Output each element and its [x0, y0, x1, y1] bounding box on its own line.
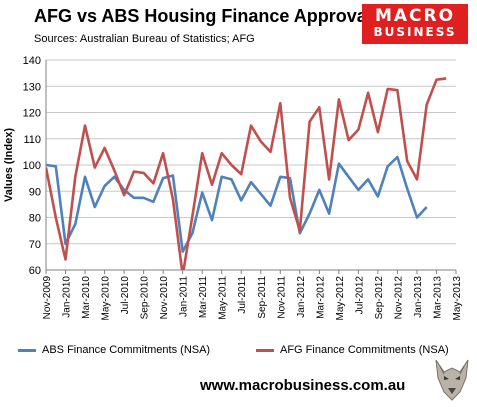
macrobusiness-logo: MACRO BUSINESS [362, 4, 468, 44]
axes [45, 60, 457, 274]
legend-label-abs: ABS Finance Commitments (NSA) [42, 344, 211, 356]
y-tick-label: 60 [29, 265, 41, 277]
x-tick-label: Mar-2013 [432, 276, 443, 319]
x-tick-label: Nov-2009 [42, 276, 53, 320]
x-tick-label: Nov-2011 [276, 276, 287, 319]
x-tick-label: Nov-2012 [393, 276, 404, 320]
x-tick-label: Sep-2011 [257, 276, 268, 319]
legend-swatch-afg [256, 348, 274, 352]
legend-item-abs: ABS Finance Commitments (NSA) [18, 344, 210, 356]
x-tick-label: Jul-2011 [237, 276, 248, 314]
x-tick-label: Mar-2010 [81, 276, 92, 319]
x-tick-label: Jul-2012 [354, 276, 365, 315]
afg-series-line [46, 77, 447, 270]
chart-subtitle: Sources: Australian Bureau of Statistics… [34, 33, 255, 45]
x-tick-label: Jan-2012 [296, 276, 307, 318]
y-tick-label: 80 [29, 213, 41, 225]
x-tick-label: Jul-2010 [120, 276, 131, 315]
x-tick-label: Jan-2013 [413, 276, 424, 318]
legend-label-afg: AFG Finance Commitments (NSA) [280, 344, 449, 356]
y-tick-label: 100 [23, 160, 41, 172]
x-tick-label: May-2012 [335, 276, 346, 321]
footer-url: www.macrobusiness.com.au [200, 377, 406, 394]
y-tick-label: 70 [29, 239, 41, 251]
x-tick-label: Sep-2010 [140, 276, 151, 320]
logo-line-1: MACRO [374, 6, 456, 26]
y-tick-label: 120 [23, 108, 41, 120]
y-tick-label: 140 [23, 55, 41, 67]
x-tick-label: May-2011 [218, 276, 229, 320]
y-axis-label: Values (Index) [3, 128, 15, 202]
gridlines [46, 59, 456, 271]
legend-swatch-abs [18, 348, 36, 352]
x-tick-label: Jan-2010 [62, 276, 73, 318]
chart-legend: ABS Finance Commitments (NSA) AFG Financ… [18, 344, 468, 360]
y-axis-tick-labels: 60 70 80 90 100 110 120 130 140 [23, 55, 41, 277]
x-axis-tick-labels: Nov-2009 Jan-2010 Mar-2010 May-2010 Jul-2010… [42, 276, 463, 321]
x-tick-label: Mar-2012 [315, 276, 326, 319]
logo-line-2: BUSINESS [373, 25, 457, 39]
y-tick-label: 110 [23, 134, 41, 146]
x-tick-label: Mar-2011 [198, 276, 209, 318]
x-tick-label: Jan-2011 [179, 276, 190, 317]
x-tick-label: Sep-2012 [374, 276, 385, 320]
y-tick-label: 130 [23, 81, 41, 93]
series-lines [46, 77, 447, 270]
legend-item-afg: AFG Finance Commitments (NSA) [256, 344, 449, 356]
wolf-icon [430, 356, 474, 402]
x-tick-label: May-2013 [452, 276, 463, 321]
chart-title: AFG vs ABS Housing Finance Approvals [34, 6, 382, 26]
abs-series-line [46, 155, 428, 253]
y-tick-label: 90 [29, 186, 41, 198]
x-tick-label: May-2010 [101, 276, 112, 321]
x-tick-label: Nov-2010 [159, 276, 170, 320]
